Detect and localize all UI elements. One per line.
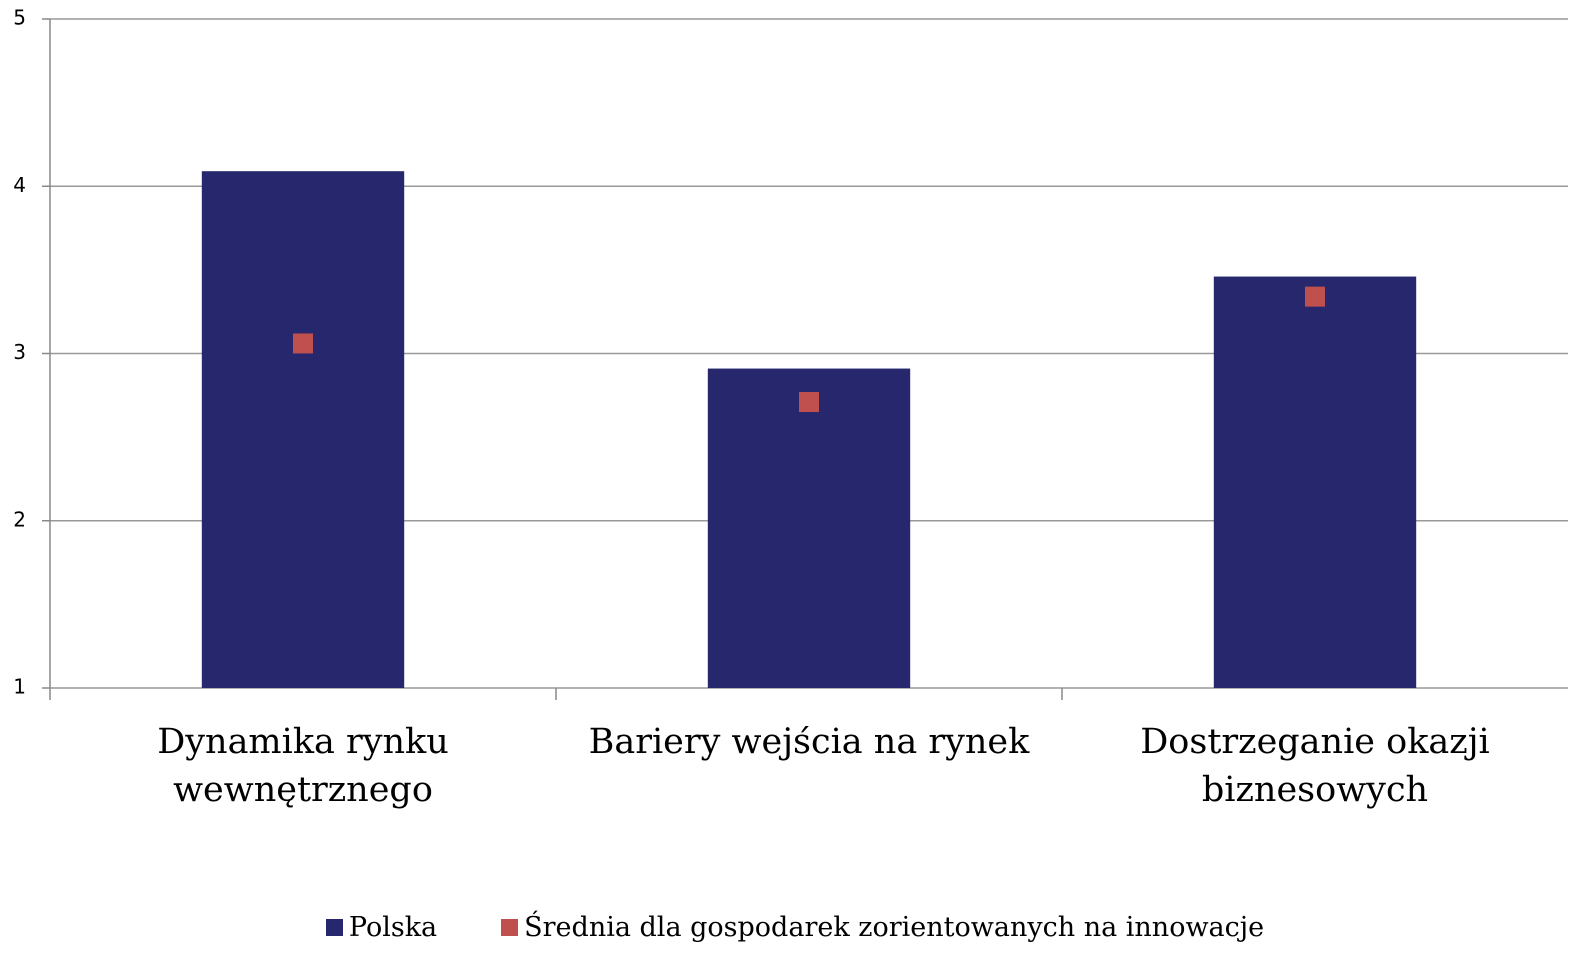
- x-tick-label: Dynamika rynku wewnętrznego: [157, 722, 449, 810]
- x-tick-label: Dostrzeganie okazji biznesowych: [1140, 722, 1490, 810]
- x-tick-label: Bariery wejścia na rynek: [588, 722, 1030, 762]
- legend-item: Polska: [325, 912, 438, 943]
- y-tick-label: 2: [13, 507, 26, 531]
- legend-item: Średnia dla gospodarek zorientowanych na…: [501, 912, 1264, 943]
- bar: [1213, 276, 1417, 688]
- marker: [1305, 286, 1325, 307]
- legend-swatch: [501, 919, 519, 936]
- y-tick-label: 5: [13, 6, 26, 30]
- legend-label: Polska: [348, 912, 438, 943]
- bar: [707, 368, 911, 688]
- legend-label: Średnia dla gospodarek zorientowanych na…: [524, 912, 1265, 943]
- marker: [799, 392, 819, 413]
- y-tick-label: 4: [13, 173, 26, 197]
- bar: [201, 171, 405, 688]
- legend: Polska Średnia dla gospodarek zorientowan…: [0, 912, 1590, 943]
- y-tick-label: 1: [13, 675, 26, 699]
- y-tick-label: 3: [13, 340, 26, 364]
- marker: [293, 333, 313, 354]
- legend-swatch: [325, 919, 343, 936]
